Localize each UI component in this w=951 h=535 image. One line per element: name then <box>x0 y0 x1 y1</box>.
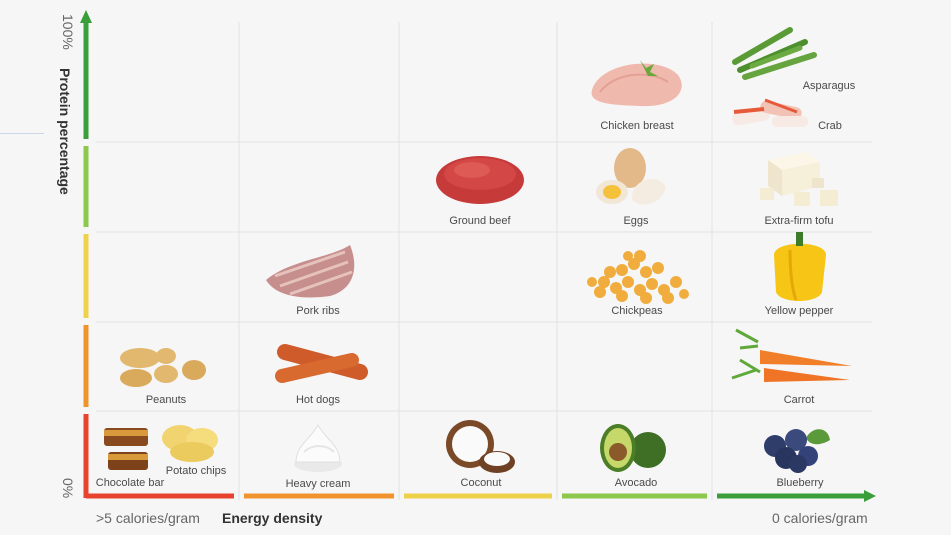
carrot-image <box>731 328 852 382</box>
hot-dogs-image <box>275 344 368 383</box>
food-label-pork-ribs: Pork ribs <box>296 305 340 317</box>
x-axis-left-label: >5 calories/gram <box>96 510 200 526</box>
food-label-hot-dogs: Hot dogs <box>295 394 341 406</box>
food-label-blueberry: Blueberry <box>776 477 824 489</box>
blueberry-image <box>764 429 830 473</box>
y-axis-top-label: 100% <box>60 14 76 50</box>
food-label-chocolate-bar: Chocolate bar <box>95 477 165 489</box>
chicken-breast-image <box>591 60 682 107</box>
eggs-image <box>596 148 666 205</box>
food-label-eggs: Eggs <box>623 215 649 227</box>
food-label-crab: Crab <box>818 120 842 132</box>
x-axis-right-label: 0 calories/gram <box>772 510 868 526</box>
divider-line <box>0 133 44 134</box>
y-axis-arrow <box>80 10 92 23</box>
food-label-chickpeas: Chickpeas <box>611 305 663 317</box>
food-label-ground-beef: Ground beef <box>449 215 511 227</box>
ground-beef-image <box>436 156 524 204</box>
yellow-pepper-image <box>774 232 826 301</box>
avocado-image <box>600 424 666 472</box>
x-axis-arrow <box>864 490 876 502</box>
food-label-carrot: Carrot <box>783 394 815 406</box>
food-label-avocado: Avocado <box>614 477 658 489</box>
potato-chips-image <box>162 425 218 462</box>
food-label-chicken-breast: Chicken breast <box>600 120 674 132</box>
grid-lines <box>96 22 872 500</box>
chocolate-bar-image <box>104 428 148 470</box>
asparagus-image <box>732 27 817 80</box>
x-axis-title: Energy density <box>222 510 323 526</box>
food-label-coconut: Coconut <box>460 477 502 489</box>
tofu-image <box>760 152 838 206</box>
peanuts-image <box>120 348 206 387</box>
food-label-heavy-cream: Heavy cream <box>285 478 351 490</box>
food-label-peanuts: Peanuts <box>145 394 187 406</box>
food-label-potato-chips: Potato chips <box>165 465 227 477</box>
pork-ribs-image <box>266 245 355 298</box>
heavy-cream-image <box>294 423 342 472</box>
food-label-asparagus: Asparagus <box>802 80 856 92</box>
food-label-yellow-pepper: Yellow pepper <box>764 305 834 317</box>
chickpeas-image <box>587 250 689 304</box>
y-axis-title: Protein percentage <box>57 68 73 195</box>
y-axis-bottom-label: 0% <box>60 478 76 499</box>
coconut-image <box>446 420 515 473</box>
food-label-extra-firm-tofu: Extra-firm tofu <box>764 215 834 227</box>
crab-image <box>732 98 808 127</box>
